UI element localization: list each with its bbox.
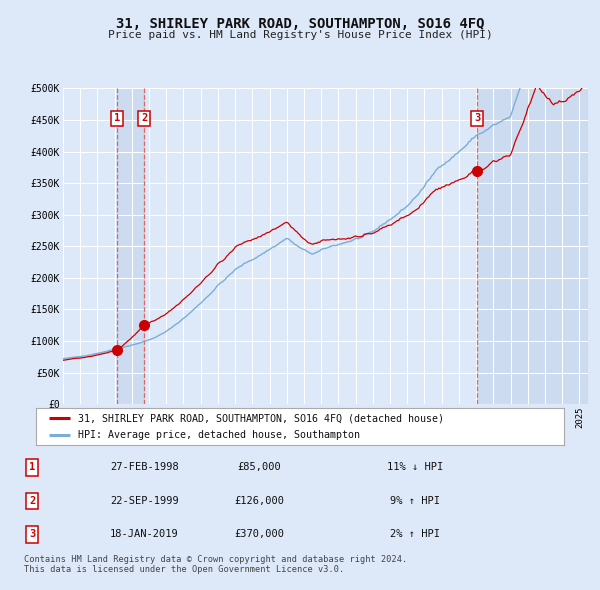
Text: 2% ↑ HPI: 2% ↑ HPI [390, 529, 440, 539]
Text: 1: 1 [29, 463, 35, 473]
Text: 2: 2 [29, 496, 35, 506]
Text: Price paid vs. HM Land Registry's House Price Index (HPI): Price paid vs. HM Land Registry's House … [107, 30, 493, 40]
Text: HPI: Average price, detached house, Southampton: HPI: Average price, detached house, Sout… [78, 431, 360, 440]
Bar [117, 88, 144, 404]
Text: 31, SHIRLEY PARK ROAD, SOUTHAMPTON, SO16 4FQ (detached house): 31, SHIRLEY PARK ROAD, SOUTHAMPTON, SO16… [78, 414, 444, 423]
Text: 3: 3 [29, 529, 35, 539]
Text: 22-SEP-1999: 22-SEP-1999 [110, 496, 179, 506]
Text: 1: 1 [114, 113, 121, 123]
Bar [477, 88, 588, 404]
Text: £85,000: £85,000 [238, 463, 281, 473]
Text: 11% ↓ HPI: 11% ↓ HPI [387, 463, 443, 473]
Text: Contains HM Land Registry data © Crown copyright and database right 2024.
This d: Contains HM Land Registry data © Crown c… [24, 555, 407, 574]
Text: 31, SHIRLEY PARK ROAD, SOUTHAMPTON, SO16 4FQ: 31, SHIRLEY PARK ROAD, SOUTHAMPTON, SO16… [116, 17, 484, 31]
Text: £370,000: £370,000 [235, 529, 284, 539]
Text: 2: 2 [141, 113, 148, 123]
Text: 3: 3 [474, 113, 480, 123]
Text: 18-JAN-2019: 18-JAN-2019 [110, 529, 179, 539]
Text: 27-FEB-1998: 27-FEB-1998 [110, 463, 179, 473]
Text: £126,000: £126,000 [235, 496, 284, 506]
Text: 9% ↑ HPI: 9% ↑ HPI [390, 496, 440, 506]
